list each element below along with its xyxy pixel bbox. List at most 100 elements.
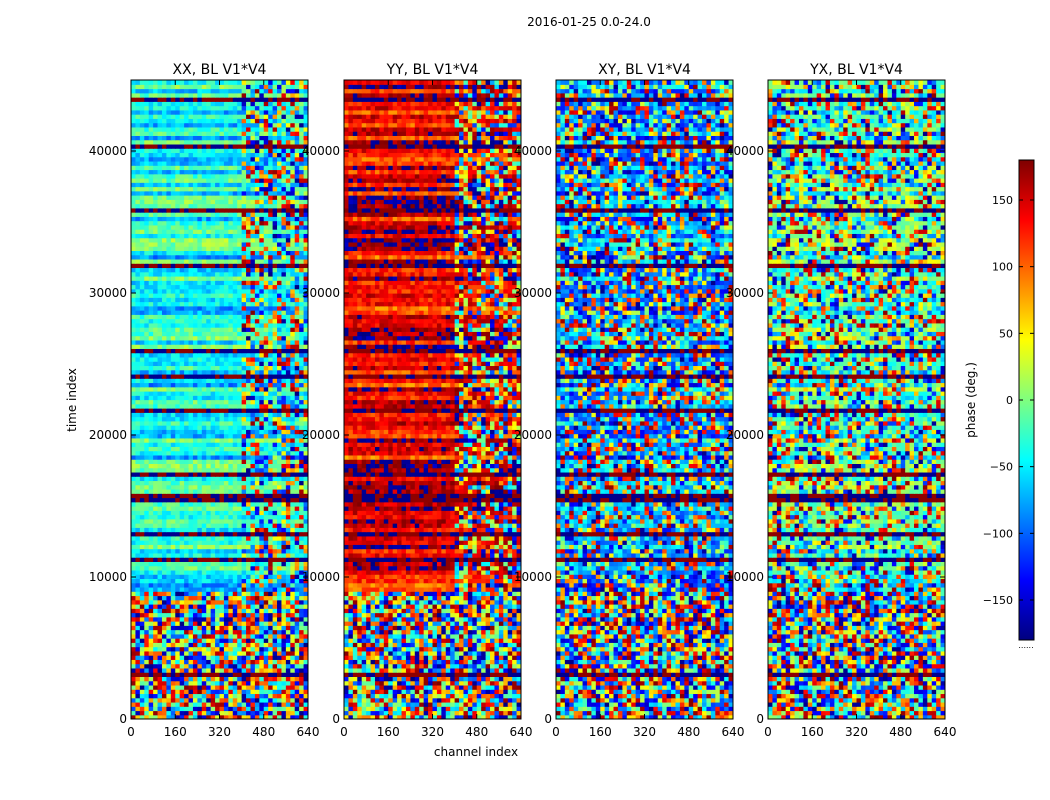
heatmap-cell: [299, 425, 305, 430]
heatmap-cell: [219, 689, 225, 695]
heatmap-cell: [250, 246, 256, 251]
heatmap-cell: [263, 476, 269, 482]
heatmap-cell: [259, 344, 265, 349]
heatmap-cell: [170, 621, 176, 626]
heatmap-cell: [254, 195, 260, 200]
heatmap-cell: [139, 625, 145, 631]
heatmap-cell: [153, 275, 159, 281]
heatmap-cell: [175, 442, 181, 447]
heatmap-cell: [219, 254, 225, 260]
heatmap-cell: [175, 275, 181, 281]
heatmap-cell: [241, 322, 247, 328]
heatmap-cell: [241, 488, 247, 494]
heatmap-cell: [277, 493, 283, 499]
heatmap-cell: [268, 650, 274, 656]
heatmap-cell: [281, 582, 287, 588]
heatmap-cell: [206, 506, 212, 511]
heatmap-cell: [201, 650, 207, 656]
heatmap-cell: [131, 697, 137, 703]
heatmap-cell: [277, 535, 283, 541]
heatmap-cell: [206, 701, 212, 707]
heatmap-cell: [241, 237, 247, 243]
heatmap-cell: [139, 216, 145, 222]
heatmap-cell: [281, 378, 287, 384]
heatmap-cell: [232, 714, 238, 719]
heatmap-cell: [201, 603, 207, 609]
heatmap-cell: [153, 574, 159, 580]
heatmap-cell: [254, 335, 260, 341]
heatmap-cell: [192, 254, 198, 260]
heatmap-cell: [139, 710, 145, 716]
heatmap-cell: [192, 531, 198, 537]
heatmap-cell: [237, 663, 243, 669]
heatmap-cell: [294, 454, 300, 460]
heatmap-cell: [184, 557, 190, 562]
heatmap-cell: [206, 416, 212, 422]
heatmap-cell: [188, 267, 194, 273]
heatmap-cell: [228, 433, 234, 439]
heatmap-cell: [153, 314, 159, 320]
heatmap-cell: [285, 254, 291, 260]
heatmap-cell: [139, 416, 145, 422]
heatmap-cell: [299, 569, 305, 575]
heatmap-cell: [184, 327, 190, 332]
heatmap-cell: [228, 552, 234, 558]
heatmap-cell: [161, 625, 167, 631]
heatmap-cell: [241, 207, 247, 213]
heatmap-cell: [228, 216, 234, 222]
heatmap-cell: [254, 646, 260, 652]
heatmap-cell: [268, 199, 274, 205]
heatmap-cell: [135, 408, 141, 413]
heatmap-cell: [232, 224, 238, 230]
heatmap-cell: [268, 493, 274, 499]
heatmap-cell: [259, 557, 265, 562]
heatmap-cell: [153, 327, 159, 332]
heatmap-cell: [170, 356, 176, 362]
heatmap-cell: [241, 293, 247, 298]
heatmap-cell: [161, 463, 167, 469]
heatmap-cell: [237, 275, 243, 281]
heatmap-cell: [232, 493, 238, 499]
heatmap-cell: [290, 676, 296, 682]
heatmap-cell: [215, 348, 221, 354]
heatmap-cell: [197, 275, 203, 281]
heatmap-cell: [263, 293, 269, 298]
heatmap-cell: [170, 582, 176, 588]
heatmap-cell: [135, 348, 141, 354]
heatmap-cell: [290, 382, 296, 388]
heatmap-cell: [201, 361, 207, 367]
heatmap-cell: [268, 233, 274, 239]
heatmap-cell: [232, 672, 238, 677]
heatmap-cell: [250, 663, 256, 669]
heatmap-cell: [201, 241, 207, 247]
heatmap-cell: [166, 646, 172, 652]
heatmap-cell: [299, 603, 305, 609]
heatmap-cell: [277, 488, 283, 494]
heatmap-cell: [210, 506, 216, 511]
heatmap-cell: [192, 216, 198, 222]
heatmap-cell: [206, 437, 212, 443]
heatmap-cell: [157, 659, 163, 665]
heatmap-cell: [232, 433, 238, 439]
heatmap-cell: [281, 625, 287, 631]
heatmap-cell: [144, 258, 150, 264]
heatmap-cell: [206, 714, 212, 719]
heatmap-cell: [201, 310, 207, 315]
heatmap-cell: [184, 310, 190, 315]
heatmap-cell: [281, 450, 287, 456]
heatmap-cell: [241, 275, 247, 281]
heatmap-cell: [303, 267, 308, 273]
heatmap-cell: [170, 390, 176, 396]
heatmap-cell: [219, 544, 225, 550]
heatmap-cell: [232, 284, 238, 290]
heatmap-cell: [197, 680, 203, 686]
heatmap-cell: [223, 569, 229, 575]
heatmap-cell: [184, 190, 190, 196]
heatmap-cell: [157, 467, 163, 473]
heatmap-cell: [219, 523, 225, 528]
heatmap-cell: [131, 297, 137, 303]
heatmap-cell: [161, 420, 167, 426]
heatmap-cell: [237, 344, 243, 349]
heatmap-cell: [175, 229, 181, 234]
heatmap-cell: [277, 463, 283, 469]
